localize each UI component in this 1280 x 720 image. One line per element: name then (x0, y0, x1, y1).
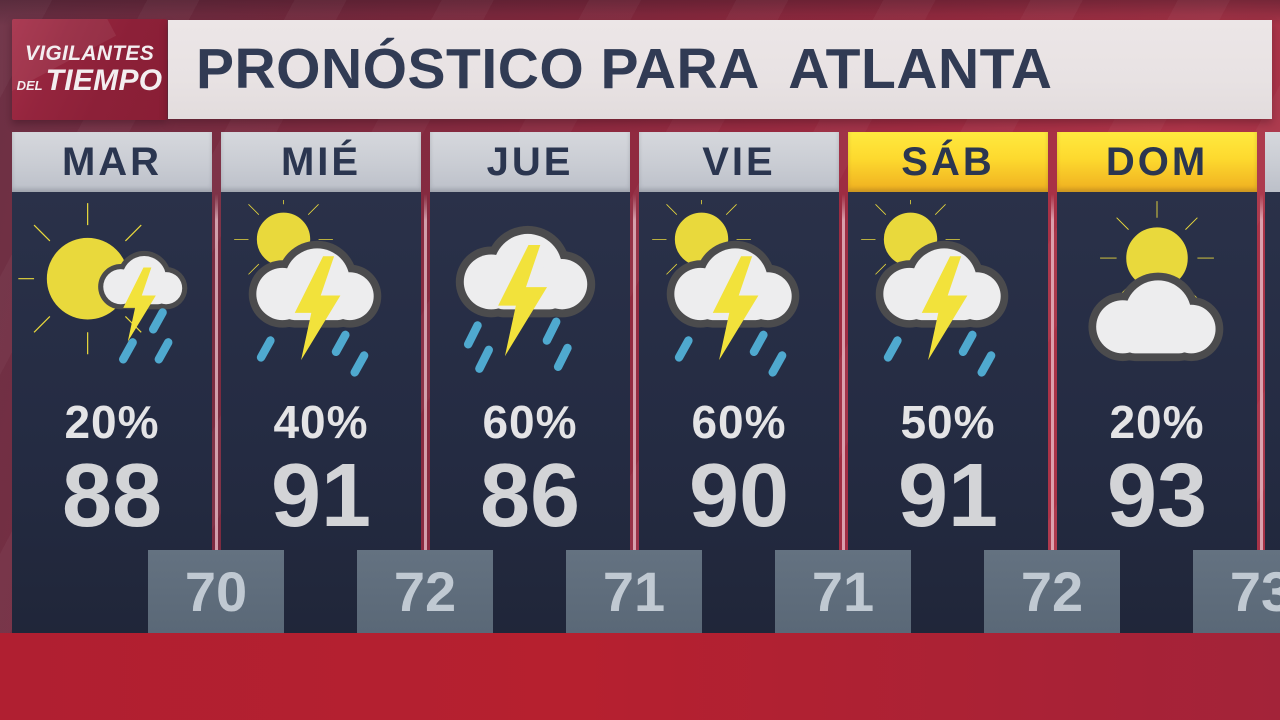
day-label: MIÉ (280, 139, 362, 184)
day-column-mar: MAR 20% 88 70 (12, 132, 284, 633)
precip-probability: 60% (691, 396, 787, 448)
logo-tiempo: TIEMPO (45, 63, 163, 97)
low-temp: 70 (184, 560, 248, 623)
day-header (1265, 132, 1280, 192)
day-panel: 20% 93 73 (1057, 192, 1280, 633)
day-label: VIE (702, 139, 776, 184)
low-temp-box: 71 (566, 550, 702, 633)
sun-storm-icon (854, 200, 1042, 378)
low-temp-box: 72 (984, 550, 1120, 633)
precip-probability: 20% (1109, 396, 1205, 448)
day-label: JUE (486, 139, 574, 184)
day-header: VIE (639, 132, 839, 192)
logo-line2: DEL TIEMPO (17, 64, 163, 98)
high-temp: 86 (479, 446, 581, 546)
precip-probability: 50% (900, 396, 996, 448)
precip-probability: 60% (482, 396, 578, 448)
logo-line1: VIGILANTES (24, 41, 154, 65)
day-column-jue: JUE 60% 86 71 (430, 132, 702, 633)
day-column-dom: DOM 20% 93 73 (1057, 132, 1280, 633)
sun-storm-icon (227, 200, 415, 378)
high-temp: 91 (897, 446, 999, 546)
low-temp-box: 72 (357, 550, 493, 633)
low-temp-box: 70 (148, 550, 284, 633)
title-bar: PRONÓSTICO PARA ATLANTA (168, 20, 1272, 119)
day-header: MAR (12, 132, 212, 192)
day-header-weekend: SÁB (848, 132, 1048, 192)
day-label: SÁB (901, 139, 995, 184)
day-header: MIÉ (221, 132, 421, 192)
high-temp: 91 (270, 446, 372, 546)
low-temp: 72 (1020, 560, 1084, 623)
thunderstorm-icon (436, 200, 624, 378)
day-header: JUE (430, 132, 630, 192)
low-temp: 71 (602, 560, 666, 623)
sun-cloud-icon (1063, 200, 1251, 378)
low-temp-box: 73 (1193, 550, 1280, 633)
precip-probability: 40% (273, 396, 369, 448)
station-logo: VIGILANTES DEL TIEMPO (12, 19, 167, 120)
day-label: DOM (1105, 139, 1209, 184)
sun-cloud-storm-icon (18, 200, 206, 378)
day-header-weekend: DOM (1057, 132, 1257, 192)
day-panel: 40% 91 72 (221, 192, 493, 633)
day-column-mie: MIÉ 40% 91 72 (221, 132, 493, 633)
high-temp: 90 (688, 446, 790, 546)
day-label: MAR (61, 139, 163, 184)
high-temp: 93 (1106, 446, 1208, 546)
logo-del: DEL (16, 77, 43, 93)
low-temp: 73 (1229, 560, 1280, 623)
low-temp: 72 (393, 560, 457, 623)
high-temp: 88 (61, 446, 163, 546)
day-panel: 20% 88 70 (12, 192, 284, 633)
low-temp: 71 (811, 560, 875, 623)
day-panel (1265, 192, 1280, 633)
day-column-vie: VIE 60% 90 71 (639, 132, 911, 633)
precip-probability: 20% (64, 396, 160, 448)
day-panel: 60% 90 71 (639, 192, 911, 633)
bottom-red-band (0, 633, 1280, 720)
page-title: PRONÓSTICO PARA ATLANTA (196, 37, 1053, 101)
partial-day-column (1265, 132, 1280, 633)
sun-storm-icon (645, 200, 833, 378)
low-temp-box: 71 (775, 550, 911, 633)
